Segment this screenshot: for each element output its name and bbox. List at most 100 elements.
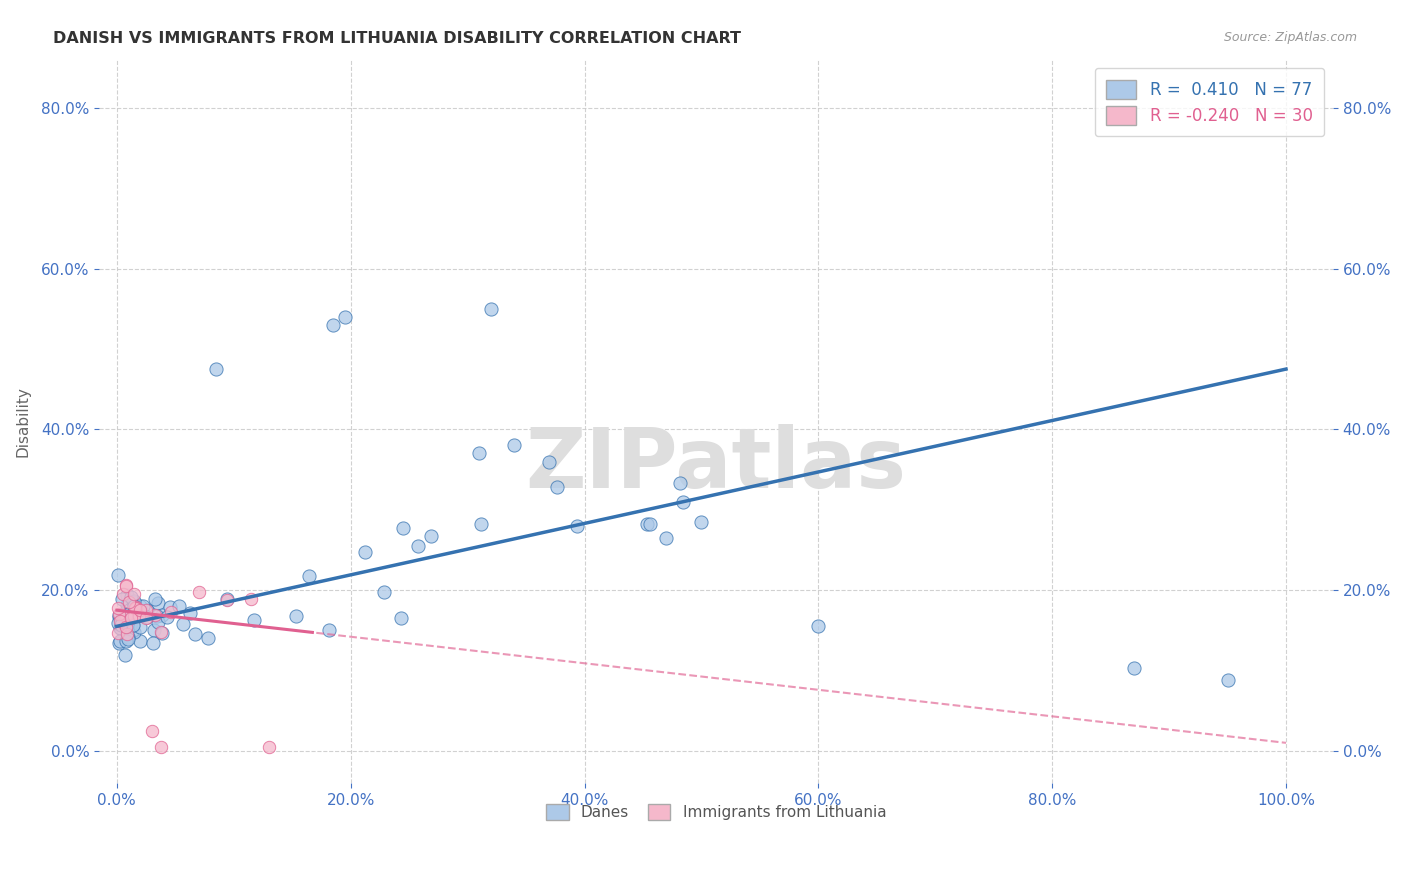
Point	[121, 624, 143, 638]
Point	[1123, 661, 1146, 675]
Point	[468, 446, 491, 460]
Point	[107, 625, 129, 640]
Point	[129, 603, 152, 617]
Point	[143, 607, 166, 622]
Point	[107, 615, 129, 630]
Point	[322, 318, 344, 332]
Point	[117, 627, 139, 641]
Point	[318, 623, 340, 637]
Point	[115, 619, 138, 633]
Point	[146, 608, 169, 623]
Point	[124, 587, 146, 601]
Point	[110, 618, 132, 632]
Point	[115, 579, 138, 593]
Point	[115, 598, 138, 612]
Point	[142, 636, 165, 650]
Text: ZIPatlas: ZIPatlas	[526, 425, 907, 505]
Point	[257, 739, 280, 754]
Point	[115, 620, 138, 634]
Point	[373, 584, 395, 599]
Point	[205, 362, 228, 376]
Point	[118, 606, 141, 620]
Point	[546, 480, 568, 494]
Point	[114, 633, 136, 648]
Point	[128, 634, 150, 648]
Point	[135, 611, 157, 625]
Point	[167, 599, 190, 613]
Point	[672, 495, 695, 509]
Point	[114, 648, 136, 662]
Point	[160, 605, 183, 619]
Point	[807, 619, 830, 633]
Point	[150, 608, 173, 623]
Point	[669, 475, 692, 490]
Point	[111, 591, 134, 606]
Point	[107, 636, 129, 650]
Point	[115, 620, 138, 634]
Point	[159, 600, 181, 615]
Point	[406, 540, 429, 554]
Point	[125, 599, 148, 614]
Point	[638, 516, 661, 531]
Point	[150, 626, 173, 640]
Point	[470, 516, 492, 531]
Point	[108, 607, 131, 622]
Point	[120, 618, 142, 632]
Point	[389, 611, 412, 625]
Point	[142, 623, 165, 637]
Point	[108, 614, 131, 628]
Point	[503, 438, 526, 452]
Point	[298, 569, 321, 583]
Y-axis label: Disability: Disability	[15, 386, 30, 457]
Point	[117, 630, 139, 644]
Point	[172, 617, 194, 632]
Point	[135, 603, 157, 617]
Point	[114, 577, 136, 591]
Point	[108, 621, 131, 635]
Point	[150, 739, 173, 754]
Point	[122, 594, 145, 608]
Text: DANISH VS IMMIGRANTS FROM LITHUANIA DISABILITY CORRELATION CHART: DANISH VS IMMIGRANTS FROM LITHUANIA DISA…	[53, 31, 741, 46]
Point	[655, 531, 678, 545]
Point	[115, 609, 138, 624]
Point	[420, 529, 443, 543]
Point	[188, 585, 211, 599]
Point	[107, 567, 129, 582]
Point	[240, 591, 263, 606]
Point	[284, 609, 307, 624]
Point	[111, 615, 134, 629]
Point	[156, 610, 179, 624]
Point	[150, 625, 173, 640]
Point	[132, 599, 155, 613]
Point	[146, 596, 169, 610]
Point	[392, 521, 415, 535]
Point	[354, 545, 377, 559]
Point	[197, 631, 219, 645]
Point	[107, 601, 129, 615]
Point	[117, 595, 139, 609]
Point	[217, 592, 239, 607]
Point	[141, 723, 163, 738]
Point	[124, 601, 146, 615]
Point	[107, 608, 129, 623]
Point	[479, 301, 502, 316]
Point	[136, 609, 159, 624]
Point	[108, 610, 131, 624]
Text: Source: ZipAtlas.com: Source: ZipAtlas.com	[1223, 31, 1357, 45]
Point	[690, 515, 713, 529]
Point	[129, 620, 152, 634]
Point	[115, 588, 138, 602]
Point	[242, 613, 264, 627]
Point	[179, 606, 201, 620]
Point	[128, 608, 150, 623]
Point	[135, 603, 157, 617]
Point	[636, 517, 658, 532]
Point	[565, 518, 588, 533]
Point	[124, 600, 146, 615]
Point	[1216, 673, 1239, 688]
Point	[122, 617, 145, 632]
Point	[146, 615, 169, 629]
Point	[111, 607, 134, 621]
Point	[120, 611, 142, 625]
Point	[333, 310, 356, 324]
